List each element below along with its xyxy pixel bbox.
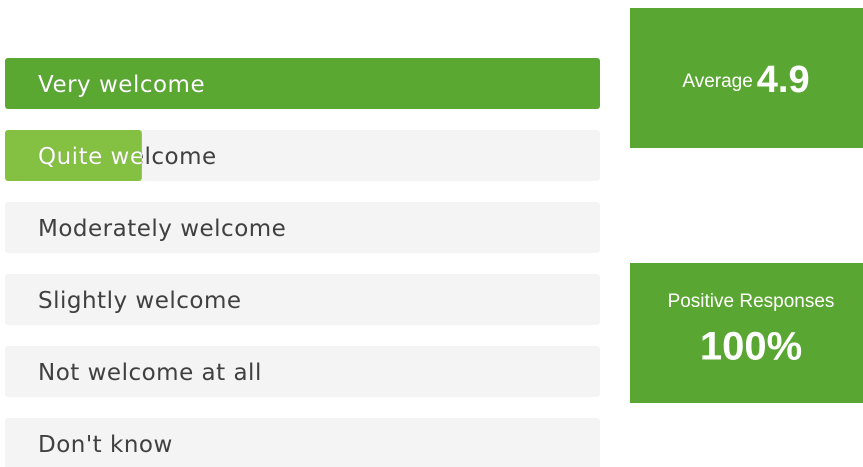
bar-label: Slightly welcome (38, 288, 242, 314)
bar-label: Don't know (38, 432, 173, 458)
bar-track (5, 130, 600, 181)
bar (5, 130, 142, 181)
bar-label: Moderately welcome (38, 216, 286, 242)
bar-track (5, 274, 600, 325)
bar-track (5, 346, 600, 397)
stat-value: 100% (700, 325, 802, 369)
bar-label-on-bar: Quite welcome (38, 144, 217, 170)
bar-label: Quite welcome (38, 144, 217, 170)
bar-label: Not welcome at all (38, 360, 262, 386)
bar-label: Very welcome (38, 72, 205, 98)
bar-track (5, 202, 600, 253)
bar (5, 58, 600, 109)
stat-text: Average 4.9 (682, 59, 809, 101)
stat-box (630, 263, 863, 403)
stat-label: Average (682, 71, 752, 92)
stat-label: Positive Responses (668, 291, 835, 312)
stat-box (630, 8, 863, 148)
bar-label-on-bar: Very welcome (38, 72, 205, 98)
stat-value: 4.9 (757, 59, 810, 101)
bar-track (5, 418, 600, 467)
